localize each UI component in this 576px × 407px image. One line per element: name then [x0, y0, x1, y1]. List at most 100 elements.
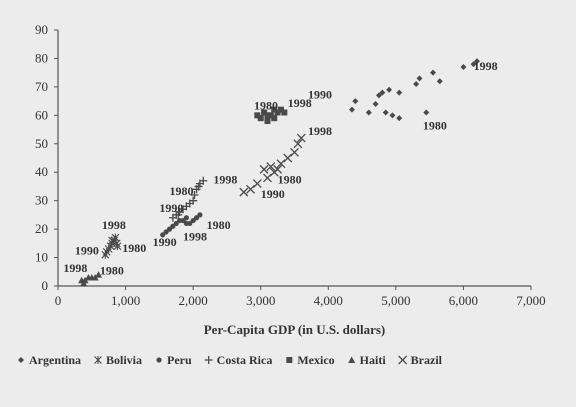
point-argentina: [413, 81, 420, 88]
point-argentina: [372, 100, 379, 107]
year-annotation: 1998: [102, 218, 126, 232]
point-mexico: [261, 109, 268, 116]
y-tick-label: 90: [35, 22, 48, 37]
legend-marker-mexico: [286, 357, 293, 363]
point-argentina: [473, 58, 480, 65]
point-argentina: [365, 109, 372, 116]
point-argentina: [396, 115, 403, 122]
year-annotation: 1998: [213, 173, 237, 187]
legend-label-costa-rica: Costa Rica: [217, 353, 273, 367]
point-argentina: [386, 86, 393, 93]
x-axis-label: Per-Capita GDP (in U.S. dollars): [204, 322, 386, 337]
legend-item-bolivia: Bolivia: [94, 353, 142, 367]
year-annotation: 1998: [308, 124, 332, 138]
point-brazil: [259, 164, 269, 174]
legend-marker-costa-rica: [204, 356, 213, 364]
point-brazil: [290, 147, 299, 157]
point-argentina: [375, 92, 382, 99]
legend-label-argentina: Argentina: [29, 353, 81, 367]
point-costa-rica: [174, 210, 183, 219]
point-mexico: [264, 112, 271, 119]
x-tick-label: 5,000: [381, 293, 410, 308]
year-annotation: 1990: [75, 244, 99, 258]
point-brazil: [239, 187, 249, 197]
legend-marker-bolivia: [94, 356, 102, 364]
point-brazil: [266, 162, 276, 171]
point-mexico: [257, 115, 264, 122]
point-argentina: [396, 89, 403, 96]
x-tick-label: 7,000: [516, 293, 545, 308]
year-annotation: 1990: [159, 201, 183, 215]
legend-label-mexico: Mexico: [297, 353, 334, 367]
legend: Argentina Bolivia Peru Costa Rica Mexico Hait…: [18, 353, 443, 367]
x-tick-label: 1,000: [111, 293, 140, 308]
legend-label-peru: Peru: [167, 353, 192, 367]
point-peru: [183, 215, 189, 221]
year-annotation: 1998: [474, 59, 498, 73]
legend-marker-brazil: [398, 355, 408, 365]
x-tick-label: 4,000: [314, 293, 343, 308]
point-argentina: [470, 61, 477, 68]
point-costa-rica: [189, 196, 198, 205]
point-haiti: [91, 273, 99, 281]
point-mexico: [274, 109, 281, 116]
legend-item-brazil: Brazil: [398, 353, 443, 367]
point-costa-rica: [190, 190, 199, 199]
y-tick-label: 80: [35, 50, 48, 65]
point-argentina: [379, 89, 386, 96]
point-brazil: [263, 173, 272, 183]
point-argentina: [436, 78, 443, 85]
point-costa-rica: [199, 176, 208, 185]
year-annotation: 1990: [308, 87, 332, 101]
series-brazil: [239, 133, 306, 197]
point-mexico: [271, 115, 278, 122]
point-argentina: [389, 112, 396, 119]
point-argentina: [423, 109, 430, 116]
year-annotation: 1980: [278, 173, 302, 187]
year-annotation: 1998: [288, 96, 312, 110]
year-annotation: 1980: [169, 184, 193, 198]
y-tick-label: 0: [42, 278, 49, 293]
series-haiti: [78, 271, 103, 287]
point-argentina: [430, 69, 437, 76]
y-tick-label: 50: [35, 136, 48, 151]
point-brazil: [273, 164, 283, 174]
year-annotation: 1980: [122, 241, 146, 255]
point-peru: [197, 212, 203, 218]
y-tick-label: 30: [35, 193, 48, 208]
y-tick-label: 10: [35, 250, 48, 265]
point-mexico: [281, 109, 288, 116]
point-argentina: [382, 109, 389, 116]
x-tick-label: 2,000: [179, 293, 208, 308]
y-tick-label: 40: [35, 164, 48, 179]
series-bolivia: [101, 233, 122, 259]
point-mexico: [267, 112, 274, 119]
point-mexico: [254, 112, 261, 119]
year-annotation: 1980: [207, 218, 231, 232]
legend-marker-argentina: [18, 357, 24, 363]
point-bolivia: [108, 236, 116, 245]
point-argentina: [460, 63, 467, 70]
x-tick-label: 6,000: [449, 293, 478, 308]
x-tick-label: 3,000: [246, 293, 275, 308]
year-annotation: 1980: [423, 119, 447, 133]
legend-item-mexico: Mexico: [286, 353, 335, 367]
point-mexico: [271, 106, 278, 113]
series-argentina: [348, 58, 480, 122]
data-points: [78, 58, 480, 287]
year-annotation: 1990: [153, 235, 177, 249]
year-annotation: 1980: [100, 264, 124, 278]
point-peru: [183, 220, 189, 227]
point-argentina: [416, 75, 423, 82]
year-annotation: 1998: [183, 229, 207, 243]
legend-label-haiti: Haiti: [360, 353, 387, 367]
y-tick-label: 60: [35, 107, 48, 122]
y-tick-label: 70: [35, 79, 48, 94]
x-tick-label: 0: [55, 293, 62, 308]
legend-label-bolivia: Bolivia: [106, 353, 142, 367]
series-mexico: [254, 106, 288, 125]
series-peru: [160, 212, 203, 238]
y-tick-label: 20: [35, 221, 48, 236]
